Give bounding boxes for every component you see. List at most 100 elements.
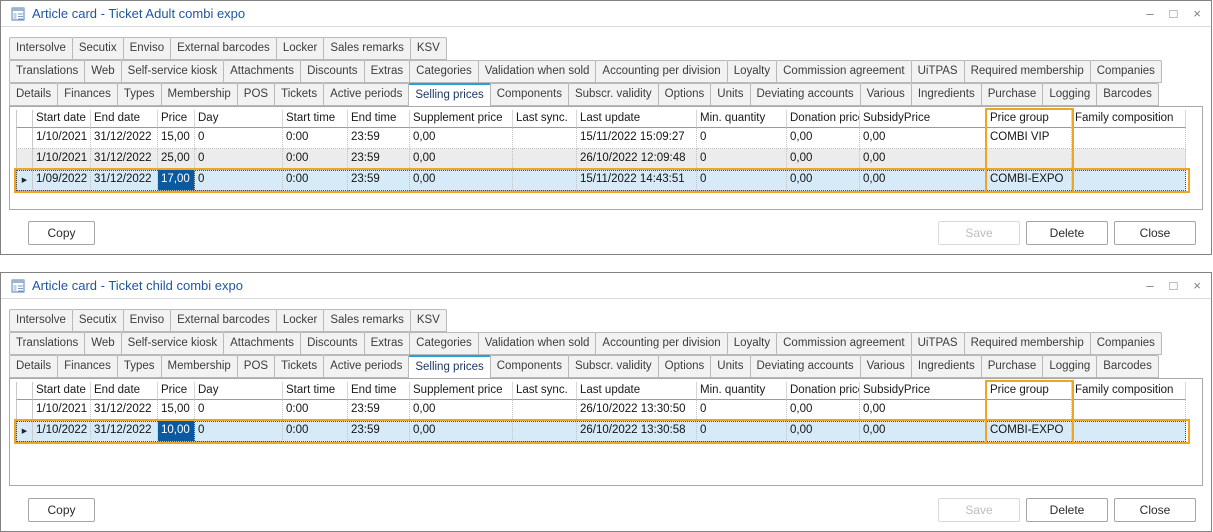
save-button[interactable]: Save [938,221,1020,245]
column-header-start-time[interactable]: Start time [283,382,348,400]
column-header-last-update[interactable]: Last update [577,382,697,400]
cell-family-composition[interactable] [1072,170,1186,191]
delete-button[interactable]: Delete [1026,498,1108,522]
cell-supplement-price[interactable]: 0,00 [410,170,513,191]
tab-accounting-per-division[interactable]: Accounting per division [595,332,727,355]
tab-companies[interactable]: Companies [1090,60,1162,83]
cell-day[interactable]: 0 [195,128,283,149]
column-header-donation-price[interactable]: Donation price [787,382,860,400]
column-header-day[interactable]: Day [195,110,283,128]
tab-selling-prices[interactable]: Selling prices [408,355,490,378]
tab-uitpas[interactable]: UiTPAS [911,60,965,83]
cell-end-time[interactable]: 23:59 [348,400,410,421]
column-header-last-update[interactable]: Last update [577,110,697,128]
cell-last-sync[interactable] [513,421,577,442]
cell-subsidyprice[interactable]: 0,00 [860,170,987,191]
tab-sales-remarks[interactable]: Sales remarks [323,309,411,332]
column-header-subsidyprice[interactable]: SubsidyPrice [860,382,987,400]
column-header-family-composition[interactable]: Family composition [1072,382,1186,400]
cell-last-sync[interactable] [513,170,577,191]
cell-price[interactable]: 10,00 [158,421,195,442]
cell-min-quantity[interactable]: 0 [697,170,787,191]
tab-uitpas[interactable]: UiTPAS [911,332,965,355]
cell-end-date[interactable]: 31/12/2022 [91,149,158,170]
cell-end-time[interactable]: 23:59 [348,170,410,191]
cell-day[interactable]: 0 [195,421,283,442]
tab-locker[interactable]: Locker [276,309,325,332]
tab-purchase[interactable]: Purchase [981,355,1044,378]
cell-start-time[interactable]: 0:00 [283,400,348,421]
column-header-price-group[interactable]: Price group [987,382,1072,400]
cell-end-date[interactable]: 31/12/2022 [91,170,158,191]
cell-end-date[interactable]: 31/12/2022 [91,421,158,442]
maximize-icon[interactable]: □ [1170,279,1178,292]
cell-donation-price[interactable]: 0,00 [787,421,860,442]
cell-min-quantity[interactable]: 0 [697,421,787,442]
table-row[interactable]: 1/10/202131/12/202215,0000:0023:590,0015… [16,128,1186,149]
tab-units[interactable]: Units [710,83,750,106]
column-header-min-quantity[interactable]: Min. quantity [697,110,787,128]
column-header-supplement-price[interactable]: Supplement price [410,110,513,128]
tab-deviating-accounts[interactable]: Deviating accounts [750,355,861,378]
tab-loyalty[interactable]: Loyalty [727,60,777,83]
tab-extras[interactable]: Extras [364,60,411,83]
cell-donation-price[interactable]: 0,00 [787,128,860,149]
tab-secutix[interactable]: Secutix [72,309,124,332]
tab-enviso[interactable]: Enviso [123,309,172,332]
cell-min-quantity[interactable]: 0 [697,400,787,421]
tab-commission-agreement[interactable]: Commission agreement [776,332,911,355]
tab-ksv[interactable]: KSV [410,37,447,60]
cell-donation-price[interactable]: 0,00 [787,400,860,421]
table-row[interactable]: 1/10/202131/12/202215,0000:0023:590,0026… [16,400,1186,421]
tab-discounts[interactable]: Discounts [300,332,365,355]
cell-last-sync[interactable] [513,128,577,149]
cell-family-composition[interactable] [1072,400,1186,421]
column-header-day[interactable]: Day [195,382,283,400]
tab-discounts[interactable]: Discounts [300,60,365,83]
tab-tickets[interactable]: Tickets [274,83,324,106]
tab-subscr-validity[interactable]: Subscr. validity [568,83,659,106]
cell-supplement-price[interactable]: 0,00 [410,421,513,442]
column-header-donation-price[interactable]: Donation price [787,110,860,128]
tab-various[interactable]: Various [860,355,912,378]
copy-button[interactable]: Copy [28,498,95,522]
table-row[interactable]: ▶1/10/202231/12/202210,0000:0023:590,002… [16,421,1186,442]
tab-external-barcodes[interactable]: External barcodes [170,37,277,60]
cell-price-group[interactable]: COMBI-EXPO [987,170,1072,191]
tab-units[interactable]: Units [710,355,750,378]
cell-donation-price[interactable]: 0,00 [787,149,860,170]
tab-active-periods[interactable]: Active periods [323,83,409,106]
tab-components[interactable]: Components [490,83,569,106]
tab-categories[interactable]: Categories [409,332,479,355]
cell-last-sync[interactable] [513,400,577,421]
minimize-icon[interactable]: – [1146,279,1153,292]
tab-enviso[interactable]: Enviso [123,37,172,60]
tab-intersolve[interactable]: Intersolve [9,37,73,60]
cell-start-date[interactable]: 1/10/2021 [33,149,91,170]
tab-commission-agreement[interactable]: Commission agreement [776,60,911,83]
tab-tickets[interactable]: Tickets [274,355,324,378]
tab-self-service-kiosk[interactable]: Self-service kiosk [121,332,224,355]
tab-translations[interactable]: Translations [9,60,85,83]
cell-start-date[interactable]: 1/10/2021 [33,400,91,421]
tab-web[interactable]: Web [84,60,121,83]
cell-start-time[interactable]: 0:00 [283,149,348,170]
column-header-family-composition[interactable]: Family composition [1072,110,1186,128]
tab-ingredients[interactable]: Ingredients [911,355,982,378]
tab-required-membership[interactable]: Required membership [964,60,1091,83]
cell-day[interactable]: 0 [195,149,283,170]
tab-types[interactable]: Types [117,83,162,106]
cell-start-time[interactable]: 0:00 [283,421,348,442]
tab-components[interactable]: Components [490,355,569,378]
column-header-subsidyprice[interactable]: SubsidyPrice [860,110,987,128]
tab-various[interactable]: Various [860,83,912,106]
cell-end-date[interactable]: 31/12/2022 [91,400,158,421]
cell-supplement-price[interactable]: 0,00 [410,400,513,421]
table-row[interactable]: ▶1/09/202231/12/202217,0000:0023:590,001… [16,170,1186,191]
cell-start-time[interactable]: 0:00 [283,170,348,191]
column-header-min-quantity[interactable]: Min. quantity [697,382,787,400]
close-button[interactable]: Close [1114,221,1196,245]
cell-price-group[interactable]: COMBI VIP [987,128,1072,149]
column-header-start-date[interactable]: Start date [33,110,91,128]
cell-family-composition[interactable] [1072,149,1186,170]
